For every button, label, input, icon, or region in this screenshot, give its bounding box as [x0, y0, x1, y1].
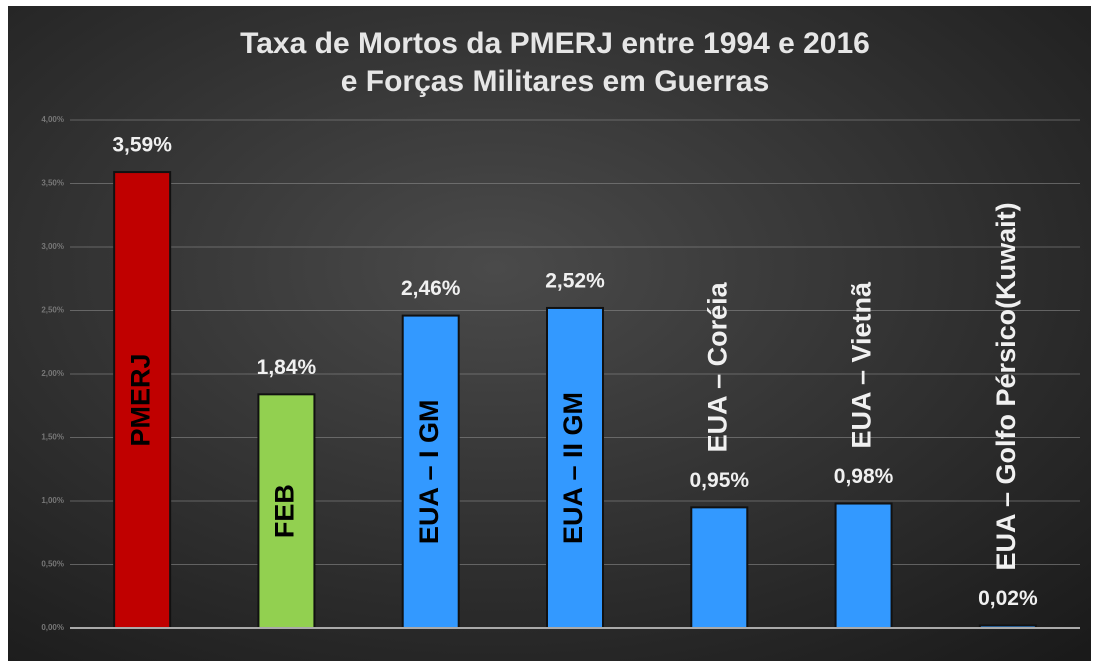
category-label: EUA – I GM	[414, 400, 444, 545]
category-label: EUA – Vietnã	[847, 281, 877, 449]
y-tick-label: 3,50%	[41, 179, 64, 188]
y-tick-label: 0,50%	[41, 560, 64, 569]
y-tick-label: 4,00%	[41, 115, 64, 124]
y-tick-label: 2,50%	[41, 306, 64, 315]
value-label: 2,52%	[545, 270, 605, 293]
category-label: PMERJ	[125, 354, 155, 447]
value-label: 2,46%	[401, 277, 461, 300]
category-label: FEB	[270, 484, 300, 538]
category-label: EUA – Coréia	[702, 281, 732, 452]
value-label: 0,02%	[978, 587, 1038, 610]
y-tick-label: 3,00%	[41, 242, 64, 251]
value-label: 3,59%	[112, 134, 172, 157]
y-tick-label: 1,00%	[41, 496, 64, 505]
y-tick-label: 1,50%	[41, 433, 64, 442]
chart-title: Taxa de Mortos da PMERJ entre 1994 e 201…	[240, 27, 870, 60]
chart: Taxa de Mortos da PMERJ entre 1994 e 201…	[0, 0, 1099, 667]
y-tick-label: 2,00%	[41, 369, 64, 378]
category-label: EUA – II GM	[558, 392, 588, 544]
y-tick-label: 0,00%	[41, 623, 64, 632]
chart-title: e Forças Militares em Guerras	[341, 65, 770, 98]
category-label: EUA – Golfo Pérsico(Kuwait)	[991, 202, 1021, 570]
value-label: 0,95%	[690, 469, 750, 492]
value-label: 0,98%	[834, 465, 894, 488]
value-label: 1,84%	[257, 356, 317, 379]
bar	[691, 507, 747, 628]
bar	[836, 504, 892, 628]
